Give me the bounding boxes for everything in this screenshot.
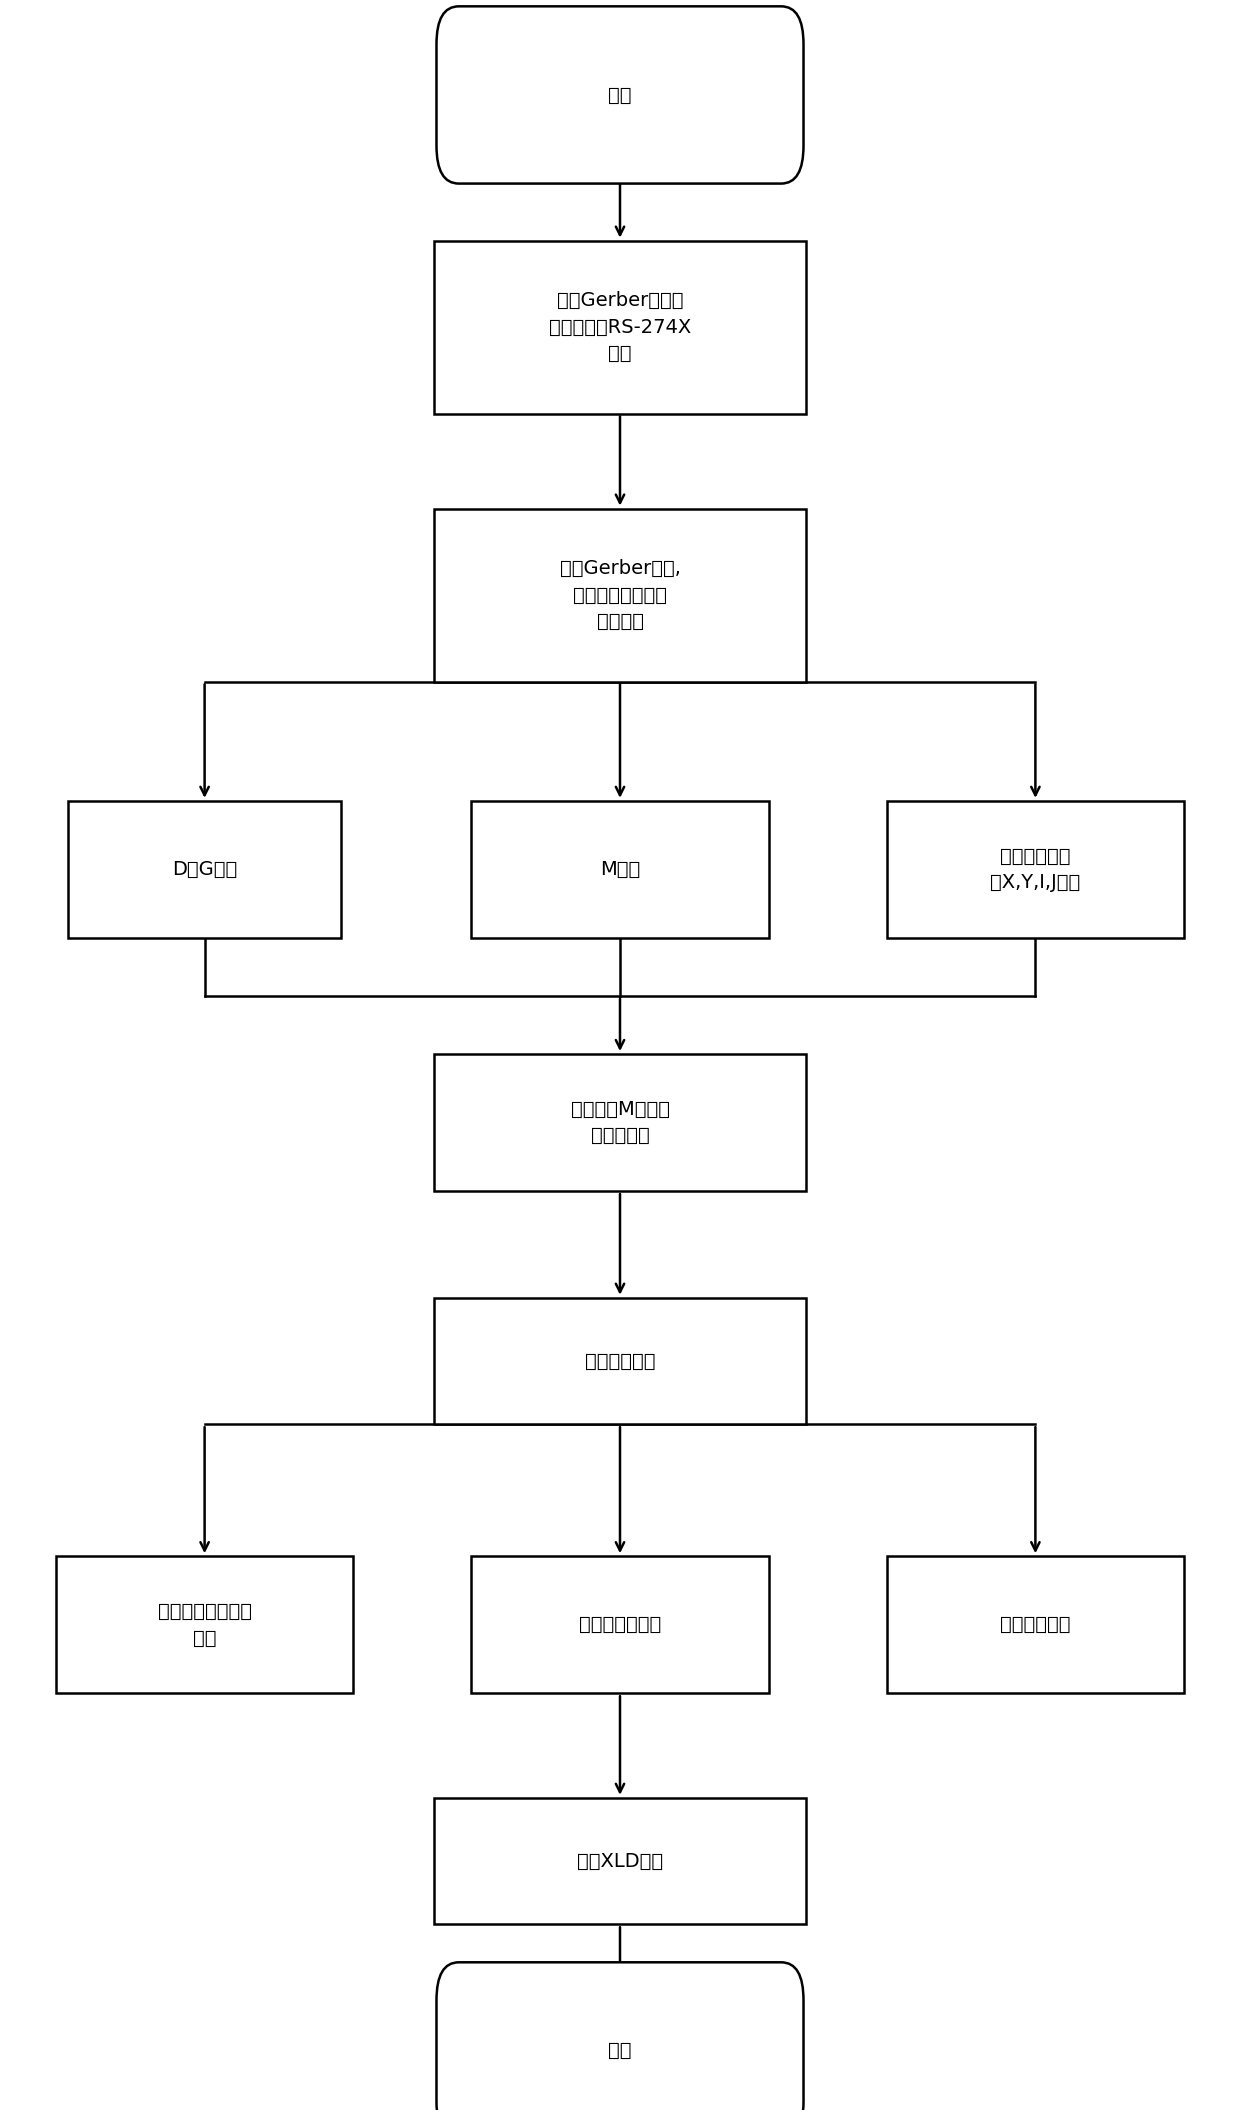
Bar: [434, 509, 806, 682]
Bar: [887, 1557, 1184, 1692]
Text: 遍历Gerber文件,
根据不同代码类型
处理数据: 遍历Gerber文件, 根据不同代码类型 处理数据: [559, 559, 681, 631]
Text: 开始: 开始: [609, 84, 631, 106]
Text: M指令: M指令: [600, 859, 640, 880]
Bar: [56, 1557, 353, 1692]
Text: 打开Gerber文件并
判断是否是RS-274X
格式: 打开Gerber文件并 判断是否是RS-274X 格式: [549, 291, 691, 363]
Bar: [434, 241, 806, 414]
Text: 根据不同M指令处
理数据信息: 根据不同M指令处 理数据信息: [570, 1099, 670, 1146]
Bar: [434, 1798, 806, 1924]
Bar: [471, 800, 769, 937]
Bar: [887, 800, 1184, 937]
Bar: [434, 1055, 806, 1190]
Text: D、G指令: D、G指令: [172, 859, 237, 880]
FancyBboxPatch shape: [436, 1962, 804, 2110]
Text: 生成圆形及圆弧形
轮廓: 生成圆形及圆弧形 轮廓: [157, 1601, 252, 1648]
Text: 存储数据信息: 存储数据信息: [585, 1350, 655, 1372]
Text: 结束: 结束: [609, 2040, 631, 2061]
Text: 位置信息指令
（X,Y,I,J等）: 位置信息指令 （X,Y,I,J等）: [991, 846, 1080, 893]
Bar: [471, 1557, 769, 1692]
Bar: [68, 800, 341, 937]
Text: 生成多边形轮廓: 生成多边形轮廓: [579, 1614, 661, 1635]
FancyBboxPatch shape: [436, 6, 804, 184]
Text: 生成矩形轮廓: 生成矩形轮廓: [1001, 1614, 1070, 1635]
Text: 生成XLD文件: 生成XLD文件: [577, 1850, 663, 1872]
Bar: [434, 1298, 806, 1424]
